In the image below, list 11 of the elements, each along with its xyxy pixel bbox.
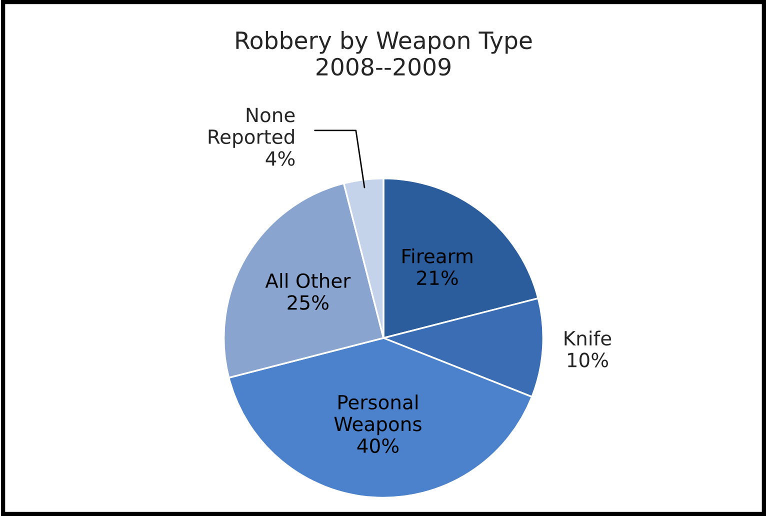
data-label: 4%	[266, 151, 295, 166]
data-label: 25%	[288, 295, 328, 310]
slice-label: Knife	[564, 330, 612, 346]
slice-label: Firearm	[402, 248, 472, 264]
chart-title: Robbery by Weapon Type 2008--2009	[236, 30, 532, 76]
slice-label: Personal Weapons	[334, 394, 422, 436]
data-label: 40%	[357, 438, 399, 454]
slice-label: None Reported	[208, 108, 295, 148]
slice-label: All Other	[265, 273, 351, 288]
data-label: 21%	[417, 270, 458, 286]
data-label: 10%	[568, 352, 608, 368]
